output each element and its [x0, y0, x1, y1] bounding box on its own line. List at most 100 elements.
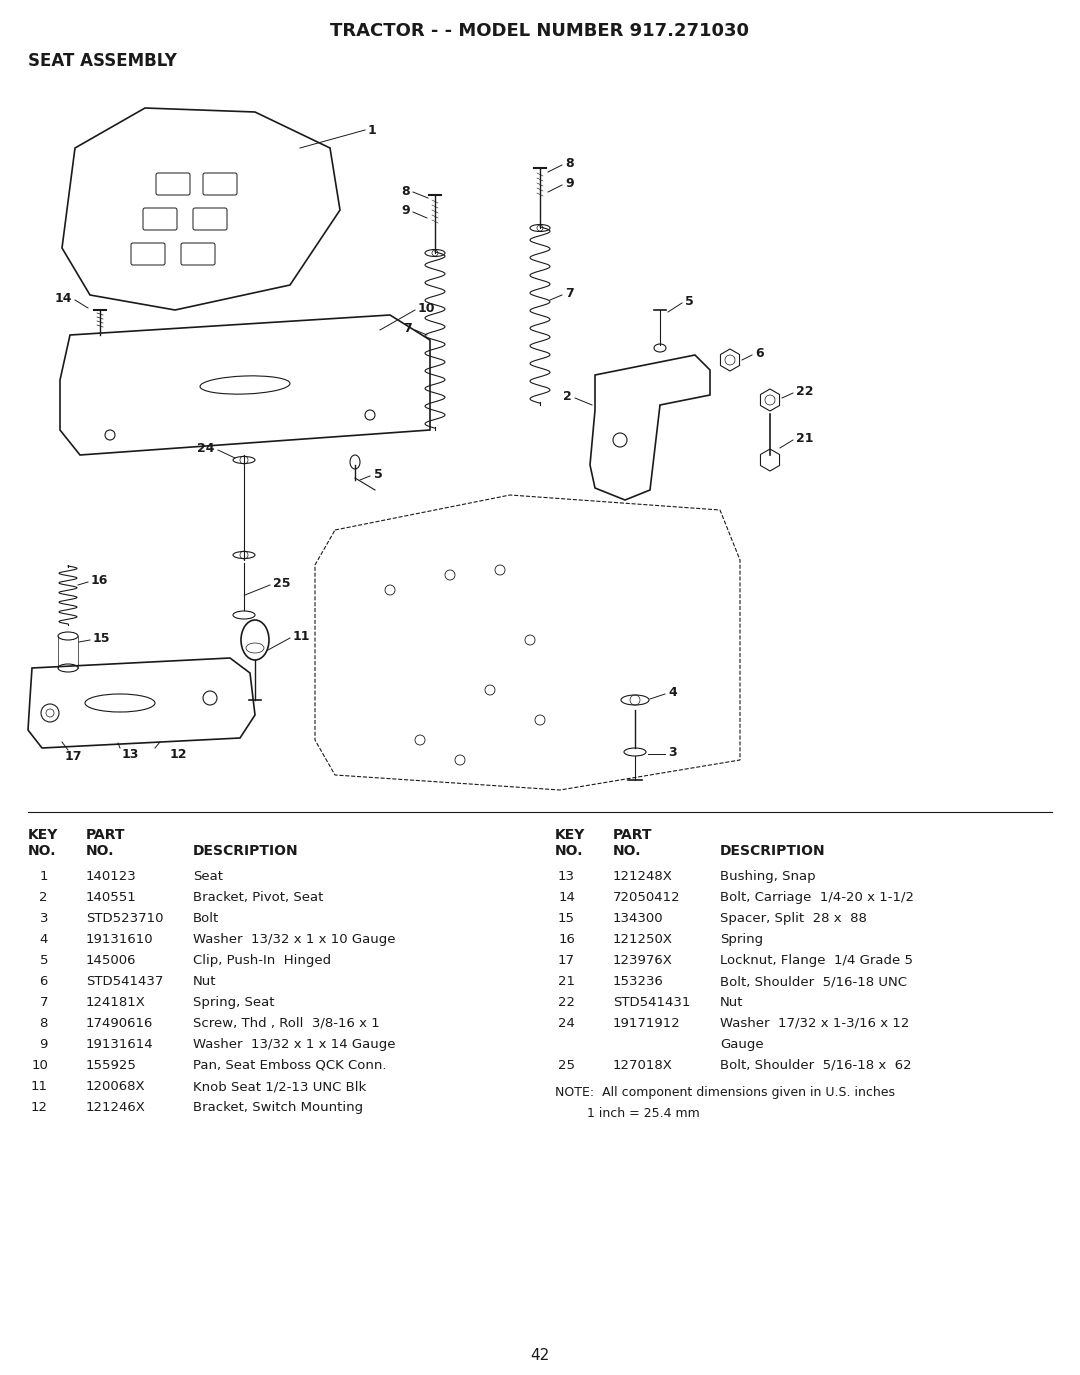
Text: PART: PART — [613, 828, 652, 842]
Text: 8: 8 — [565, 157, 573, 169]
Text: STD523710: STD523710 — [86, 912, 163, 925]
Text: Spring, Seat: Spring, Seat — [193, 996, 274, 1009]
Text: 7: 7 — [40, 996, 48, 1009]
Text: 16: 16 — [91, 573, 108, 587]
Text: 16: 16 — [558, 934, 575, 946]
Text: 15: 15 — [93, 631, 110, 645]
Text: 5: 5 — [40, 954, 48, 967]
Text: 123976X: 123976X — [613, 954, 673, 967]
Text: 127018X: 127018X — [613, 1059, 673, 1072]
Text: 2: 2 — [40, 891, 48, 903]
Text: 124181X: 124181X — [86, 996, 146, 1009]
Text: 11: 11 — [293, 630, 311, 642]
Text: 9: 9 — [565, 176, 573, 190]
Text: 14: 14 — [558, 891, 575, 903]
Text: 153236: 153236 — [613, 975, 664, 989]
Text: 14: 14 — [54, 292, 72, 304]
Text: 4: 4 — [40, 934, 48, 946]
Text: DESCRIPTION: DESCRIPTION — [720, 844, 825, 858]
Text: Bolt, Carriage  1/4-20 x 1-1/2: Bolt, Carriage 1/4-20 x 1-1/2 — [720, 891, 914, 903]
Text: KEY: KEY — [555, 828, 585, 842]
Text: KEY: KEY — [28, 828, 58, 842]
Text: NO.: NO. — [613, 844, 642, 858]
Text: 120068X: 120068X — [86, 1079, 146, 1093]
Text: 19171912: 19171912 — [613, 1018, 680, 1030]
Text: 1: 1 — [40, 870, 48, 883]
Text: Spring: Spring — [720, 934, 764, 946]
Text: STD541437: STD541437 — [86, 975, 163, 989]
Text: 11: 11 — [31, 1079, 48, 1093]
Text: NO.: NO. — [555, 844, 583, 858]
Text: Locknut, Flange  1/4 Grade 5: Locknut, Flange 1/4 Grade 5 — [720, 954, 913, 967]
Text: Nut: Nut — [720, 996, 743, 1009]
Text: Pan, Seat Emboss QCK Conn.: Pan, Seat Emboss QCK Conn. — [193, 1059, 387, 1072]
Text: DESCRIPTION: DESCRIPTION — [193, 844, 299, 858]
Text: 9: 9 — [40, 1038, 48, 1050]
Text: Washer  17/32 x 1-3/16 x 12: Washer 17/32 x 1-3/16 x 12 — [720, 1018, 909, 1030]
Text: Bolt, Shoulder  5/16-18 UNC: Bolt, Shoulder 5/16-18 UNC — [720, 975, 907, 989]
Text: 17490616: 17490616 — [86, 1018, 153, 1030]
Text: 121250X: 121250X — [613, 934, 673, 946]
Text: 155925: 155925 — [86, 1059, 137, 1072]
Text: NO.: NO. — [28, 844, 56, 858]
Text: 13: 13 — [122, 748, 139, 760]
Text: 24: 24 — [558, 1018, 575, 1030]
Text: TRACTOR - - MODEL NUMBER 917.271030: TRACTOR - - MODEL NUMBER 917.271030 — [330, 22, 750, 40]
Text: 3: 3 — [40, 912, 48, 925]
Text: 22: 22 — [558, 996, 575, 1009]
Text: 6: 6 — [40, 975, 48, 989]
Text: 19131610: 19131610 — [86, 934, 153, 946]
Text: 15: 15 — [558, 912, 575, 925]
Text: STD541431: STD541431 — [613, 996, 690, 1009]
Text: 10: 10 — [31, 1059, 48, 1072]
Text: 9: 9 — [402, 204, 410, 216]
Text: NO.: NO. — [86, 844, 114, 858]
Text: 17: 17 — [65, 749, 82, 763]
Text: 8: 8 — [40, 1018, 48, 1030]
Text: 12: 12 — [170, 748, 188, 760]
Text: 140551: 140551 — [86, 891, 137, 903]
Text: 3: 3 — [669, 745, 677, 759]
Text: Bolt, Shoulder  5/16-18 x  62: Bolt, Shoulder 5/16-18 x 62 — [720, 1059, 912, 1072]
Text: 1 inch = 25.4 mm: 1 inch = 25.4 mm — [555, 1107, 700, 1121]
Text: NOTE:  All component dimensions given in U.S. inches: NOTE: All component dimensions given in … — [555, 1086, 895, 1099]
Text: Nut: Nut — [193, 975, 216, 989]
Text: Gauge: Gauge — [720, 1038, 764, 1050]
Text: 134300: 134300 — [613, 912, 663, 925]
Text: 42: 42 — [530, 1348, 550, 1363]
Text: 5: 5 — [374, 468, 382, 480]
Text: Bracket, Switch Mounting: Bracket, Switch Mounting — [193, 1101, 363, 1114]
Text: 121248X: 121248X — [613, 870, 673, 883]
Text: 24: 24 — [198, 441, 215, 455]
Text: Washer  13/32 x 1 x 10 Gauge: Washer 13/32 x 1 x 10 Gauge — [193, 934, 395, 946]
Text: Clip, Push-In  Hinged: Clip, Push-In Hinged — [193, 954, 332, 967]
Text: 5: 5 — [685, 294, 693, 308]
Text: 25: 25 — [273, 576, 291, 590]
Text: Bushing, Snap: Bushing, Snap — [720, 870, 815, 883]
Text: Knob Seat 1/2-13 UNC Blk: Knob Seat 1/2-13 UNC Blk — [193, 1079, 366, 1093]
Text: 145006: 145006 — [86, 954, 136, 967]
Text: 21: 21 — [796, 432, 813, 444]
Text: 121246X: 121246X — [86, 1101, 146, 1114]
Text: 4: 4 — [669, 686, 677, 698]
Text: 7: 7 — [403, 322, 411, 334]
Text: 8: 8 — [402, 184, 410, 198]
Text: 6: 6 — [755, 346, 764, 359]
Text: 12: 12 — [31, 1101, 48, 1114]
Text: 72050412: 72050412 — [613, 891, 680, 903]
Text: Spacer, Split  28 x  88: Spacer, Split 28 x 88 — [720, 912, 867, 925]
Text: SEAT ASSEMBLY: SEAT ASSEMBLY — [28, 52, 177, 70]
Text: Screw, Thd , Roll  3/8-16 x 1: Screw, Thd , Roll 3/8-16 x 1 — [193, 1018, 380, 1030]
Text: 19131614: 19131614 — [86, 1038, 153, 1050]
Text: Bolt: Bolt — [193, 912, 219, 925]
Text: Seat: Seat — [193, 870, 222, 883]
Text: Bracket, Pivot, Seat: Bracket, Pivot, Seat — [193, 891, 323, 903]
Text: 22: 22 — [796, 385, 813, 397]
Text: 17: 17 — [558, 954, 575, 967]
Text: 1: 1 — [368, 124, 377, 136]
Text: 25: 25 — [558, 1059, 575, 1072]
Text: 21: 21 — [558, 975, 575, 989]
Text: 2: 2 — [564, 389, 572, 403]
Text: 10: 10 — [418, 301, 435, 315]
Text: 13: 13 — [558, 870, 575, 883]
